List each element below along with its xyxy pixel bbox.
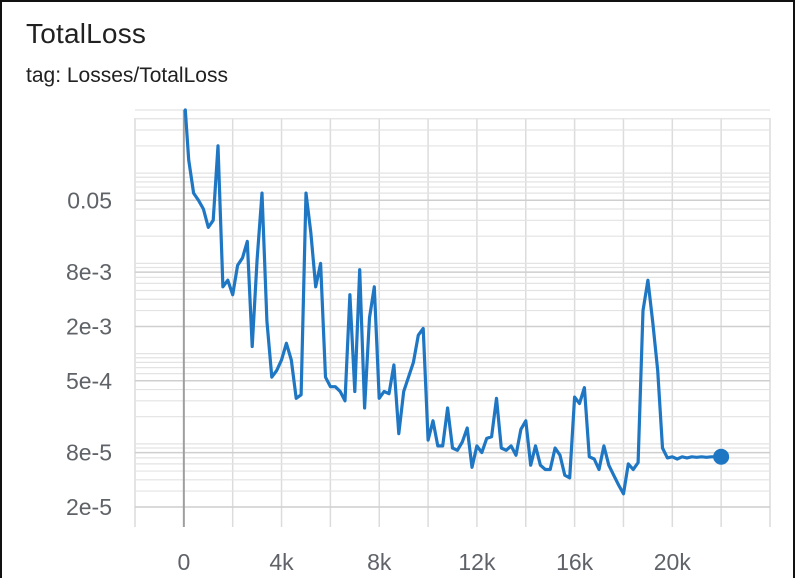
y-tick-label: 2e-3 <box>66 313 112 339</box>
x-tick-label: 12k <box>458 549 496 575</box>
series-line <box>183 108 723 496</box>
y-tick-label: 8e-3 <box>66 259 112 285</box>
major-gridlines <box>135 199 770 508</box>
chart-title: TotalLoss <box>26 18 147 49</box>
x-tick-label: 20k <box>654 549 692 575</box>
chart-subtitle: tag: Losses/TotalLoss <box>26 64 228 87</box>
y-tick-labels: 0.05 8e-3 2e-3 5e-4 8e-5 2e-5 <box>66 187 112 520</box>
x-tick-labels: 0 4k 8k 12k 16k 20k <box>177 549 691 575</box>
series-group <box>183 108 730 496</box>
y-tick-label: 2e-5 <box>66 494 112 520</box>
minor-gridlines <box>134 109 771 527</box>
x-tick-label: 0 <box>177 549 190 575</box>
y-tick-label: 5e-4 <box>66 368 112 394</box>
x-tick-label: 16k <box>556 549 594 575</box>
x-tick-label: 4k <box>269 549 294 575</box>
y-tick-label: 8e-5 <box>66 440 112 466</box>
x-tick-label: 8k <box>367 549 392 575</box>
last-point-marker <box>713 448 730 465</box>
y-tick-label: 0.05 <box>67 187 112 213</box>
